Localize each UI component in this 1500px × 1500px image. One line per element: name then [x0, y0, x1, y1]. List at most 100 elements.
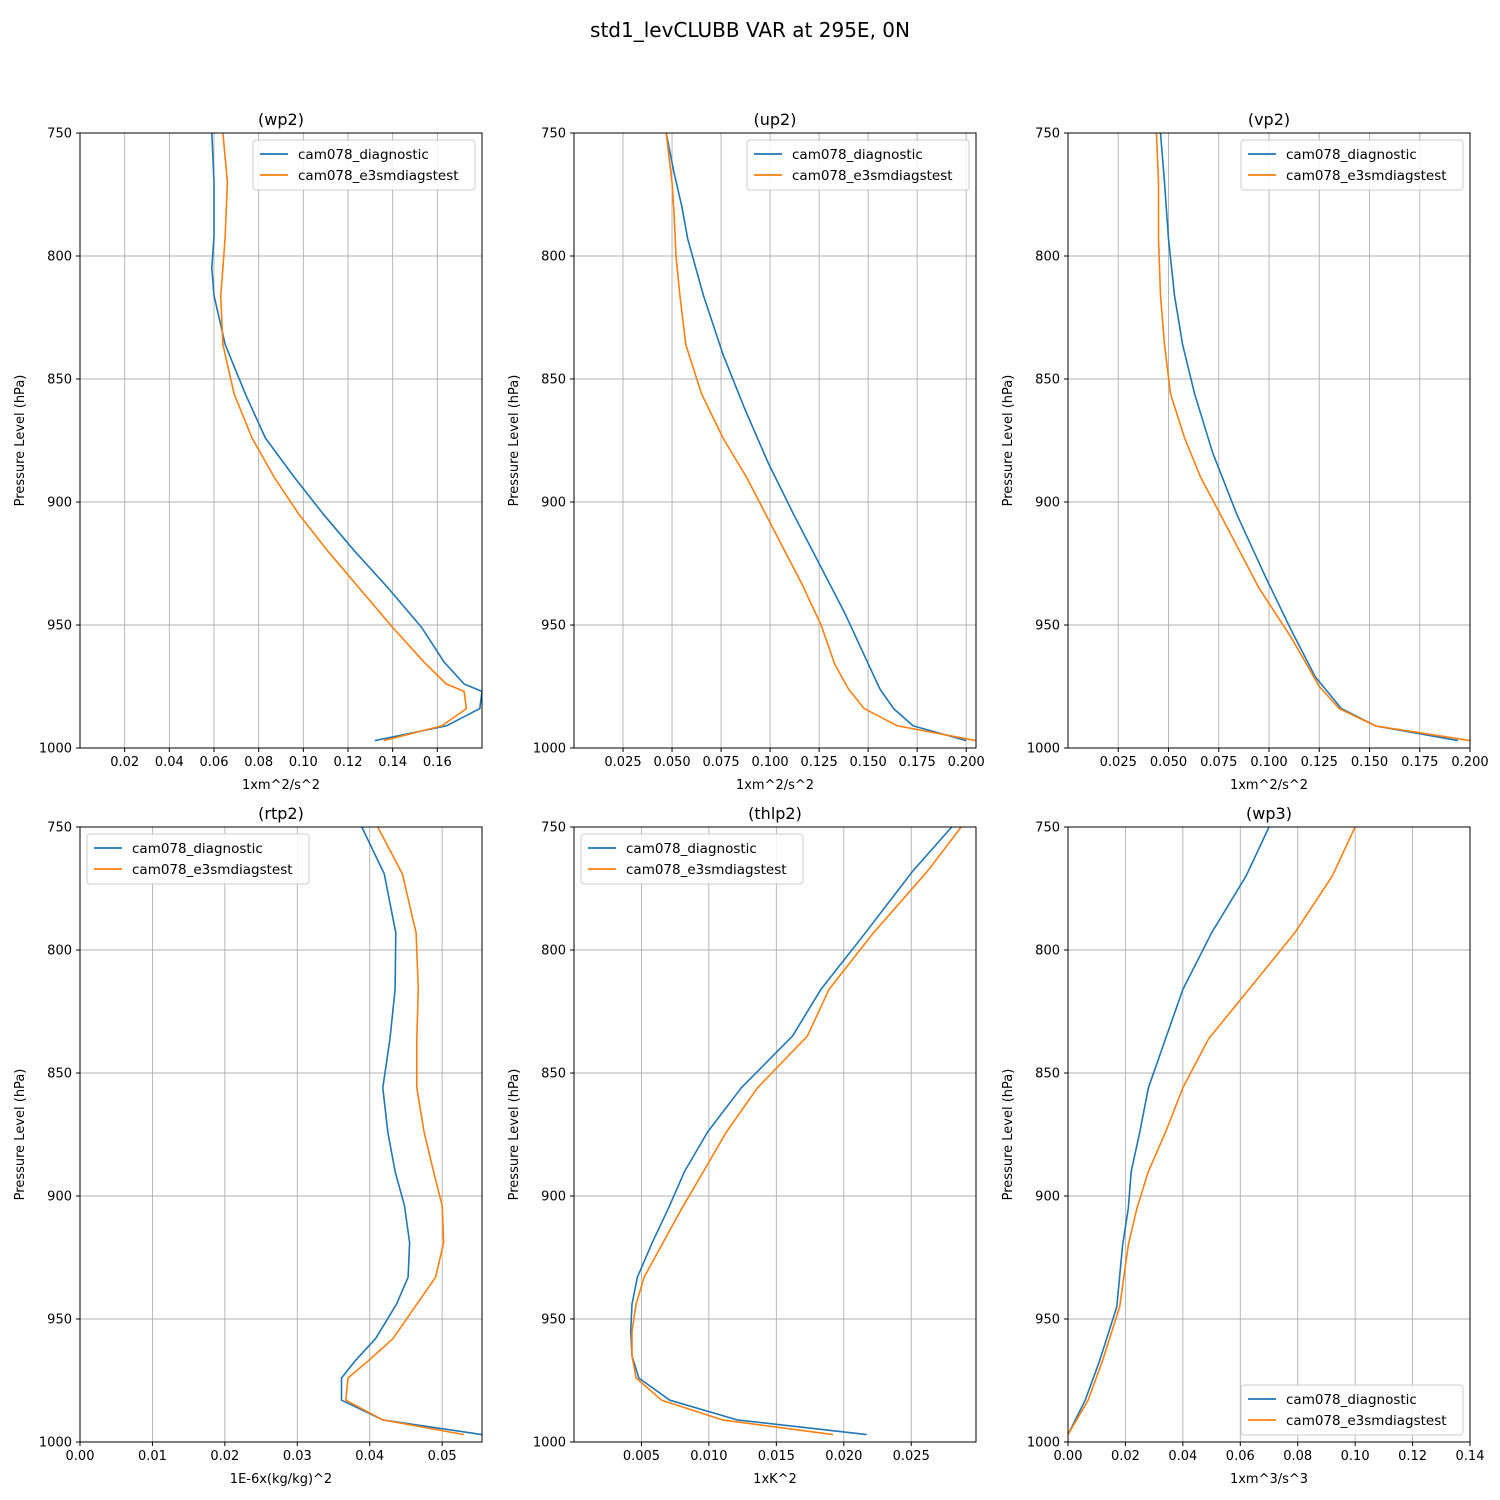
y-tick-label: 800 [47, 944, 72, 959]
y-tick-label: 750 [1035, 821, 1060, 836]
x-tick-label: 0.025 [1100, 755, 1137, 770]
x-tick-label: 0.12 [1398, 1449, 1427, 1464]
x-axis-label: 1E-6x(kg/kg)^2 [230, 1472, 332, 1487]
y-tick-label: 800 [1035, 944, 1060, 959]
x-axis-label: 1xm^2/s^2 [736, 778, 814, 793]
legend-box [252, 139, 476, 191]
subplot-grid: 0.02 0.04 0.06 0.08 0.10 0.12 0.14 0.16 750 800 85… [13, 110, 1489, 1487]
subplot-wp3: 0.00 0.02 0.04 0.06 0.08 0.10 0.12 0.14 750 800 85… [1001, 804, 1484, 1487]
series-line-diagnostic [1068, 827, 1270, 1435]
x-tick-label: 0.14 [378, 755, 407, 770]
x-axis-label: 1xm^2/s^2 [242, 778, 320, 793]
y-tick-label: 1000 [1027, 742, 1060, 757]
y-tick-label: 900 [47, 1190, 72, 1205]
figure-title: std1_levCLUBB VAR at 295E, 0N [590, 18, 910, 42]
series-line-e3smdiagstest [344, 827, 465, 1436]
subplot-title: (up2) [754, 110, 797, 129]
x-tick-label: 0.16 [423, 755, 452, 770]
legend-box [86, 833, 310, 885]
legend-label: cam078_diagnostic [1286, 147, 1417, 163]
y-tick-label: 750 [47, 821, 72, 836]
x-tick-label: 0.08 [244, 755, 273, 770]
y-tick-label: 850 [541, 373, 566, 388]
series-line-e3smdiagstest [631, 827, 962, 1436]
legend-label: cam078_diagnostic [298, 147, 429, 163]
x-tick-label: 0.03 [283, 1449, 312, 1464]
x-tick-label: 0.075 [1200, 755, 1237, 770]
y-tick-label: 800 [541, 250, 566, 265]
y-tick-label: 950 [541, 1313, 566, 1328]
subplot-title: (wp3) [1246, 804, 1292, 823]
y-axis-label: Pressure Level (hPa) [507, 1069, 522, 1201]
x-tick-label: 0.05 [428, 1449, 457, 1464]
series-line-diagnostic [1159, 133, 1459, 742]
series-line-e3smdiagstest [219, 133, 468, 742]
subplot-wp2: 0.02 0.04 0.06 0.08 0.10 0.12 0.14 0.16 750 800 85… [13, 110, 483, 793]
legend-label: cam078_e3smdiagstest [132, 862, 293, 878]
y-axis-label: Pressure Level (hPa) [507, 375, 522, 507]
x-tick-label: 0.12 [334, 755, 363, 770]
y-tick-label: 950 [1035, 619, 1060, 634]
series-line-diagnostic [629, 827, 953, 1436]
y-tick-label: 750 [541, 127, 566, 142]
y-tick-label: 1000 [533, 1436, 566, 1451]
legend-box [580, 833, 804, 885]
subplot-thlp2: 0.005 0.010 0.015 0.020 0.025 750 800 850 900 950… [507, 804, 977, 1487]
x-tick-label: 0.00 [1054, 1449, 1083, 1464]
y-tick-label: 950 [1035, 1313, 1060, 1328]
x-tick-label: 0.150 [1351, 755, 1388, 770]
legend: cam078_diagnostic cam078_e3smdiagstest [1240, 1384, 1464, 1436]
y-tick-label: 800 [541, 944, 566, 959]
x-tick-label: 0.025 [604, 755, 641, 770]
legend: cam078_diagnostic cam078_e3smdiagstest [252, 139, 476, 191]
subplot-title: (wp2) [258, 110, 304, 129]
legend-box [1240, 1384, 1464, 1436]
y-tick-label: 850 [47, 1067, 72, 1082]
x-tick-label: 0.175 [1401, 755, 1438, 770]
x-tick-label: 0.005 [623, 1449, 660, 1464]
x-tick-label: 0.125 [1301, 755, 1338, 770]
x-tick-label: 0.04 [355, 1449, 384, 1464]
legend-label: cam078_e3smdiagstest [1286, 1413, 1447, 1429]
y-tick-label: 750 [1035, 127, 1060, 142]
x-tick-label: 0.200 [1451, 755, 1488, 770]
legend-box [1240, 139, 1464, 191]
series-line-diagnostic [211, 133, 482, 742]
legend-label: cam078_diagnostic [626, 841, 757, 857]
x-tick-label: 0.010 [690, 1449, 727, 1464]
axes-frame [79, 826, 483, 1443]
x-tick-label: 0.200 [948, 755, 985, 770]
x-tick-label: 0.175 [899, 755, 936, 770]
axes-frame [1067, 826, 1471, 1443]
y-tick-label: 950 [541, 619, 566, 634]
axes-frame [573, 826, 977, 1443]
subplot-vp2: 0.025 0.050 0.075 0.100 0.125 0.150 0.175 0.200… [1001, 110, 1489, 793]
series-line-diagnostic [665, 133, 967, 742]
x-tick-label: 0.08 [1283, 1449, 1312, 1464]
x-tick-label: 0.02 [110, 755, 139, 770]
y-tick-label: 800 [47, 250, 72, 265]
x-axis-label: 1xK^2 [753, 1472, 797, 1487]
y-tick-label: 750 [541, 821, 566, 836]
legend: cam078_diagnostic cam078_e3smdiagstest [580, 833, 804, 885]
axes-frame [79, 132, 483, 749]
legend-label: cam078_diagnostic [792, 147, 923, 163]
subplot-rtp2: 0.00 0.01 0.02 0.03 0.04 0.05 750 800 850 900 950 1… [13, 804, 483, 1487]
subplot-up2: 0.025 0.050 0.075 0.100 0.125 0.150 0.175 0.200… [507, 110, 985, 793]
axes-frame [573, 132, 977, 749]
x-tick-label: 0.04 [1168, 1449, 1197, 1464]
x-tick-label: 0.020 [825, 1449, 862, 1464]
y-tick-label: 1000 [533, 742, 566, 757]
y-tick-label: 950 [47, 619, 72, 634]
y-tick-label: 750 [47, 127, 72, 142]
y-tick-label: 850 [47, 373, 72, 388]
subplot-title: (rtp2) [258, 804, 304, 823]
series-line-e3smdiagstest [1155, 133, 1470, 742]
x-tick-label: 0.00 [66, 1449, 95, 1464]
x-tick-label: 0.10 [289, 755, 318, 770]
x-axis-label: 1xm^3/s^3 [1230, 1472, 1308, 1487]
legend: cam078_diagnostic cam078_e3smdiagstest [1240, 139, 1464, 191]
subplot-title: (thlp2) [748, 804, 802, 823]
series-line-e3smdiagstest [665, 133, 976, 742]
